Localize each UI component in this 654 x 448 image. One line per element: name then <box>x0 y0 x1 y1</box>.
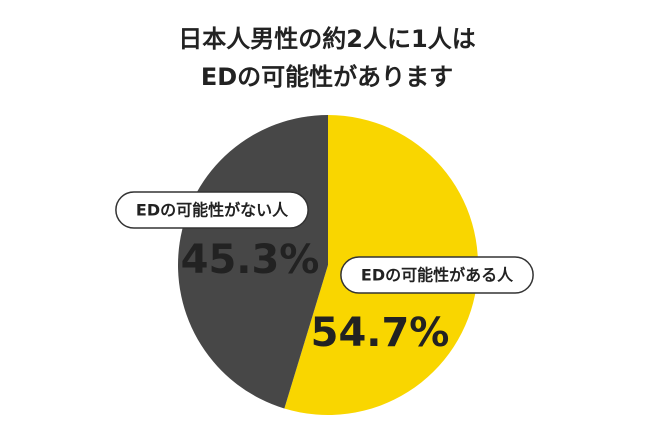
value-label: 45.3% <box>181 237 320 283</box>
chart-title: EDの可能性があります <box>201 63 453 91</box>
pie-slice <box>178 115 328 409</box>
category-label: EDの可能性がない人 <box>136 201 289 220</box>
category-label: EDの可能性がある人 <box>361 266 514 285</box>
label-pill <box>340 256 534 294</box>
label-pill <box>115 191 309 229</box>
labels: EDの可能性がある人 54.7% EDの可能性がない人 45.3% <box>115 191 534 356</box>
chart-title: 日本人男性の約2人に1人は <box>178 25 475 53</box>
value-label: 54.7% <box>311 310 450 356</box>
